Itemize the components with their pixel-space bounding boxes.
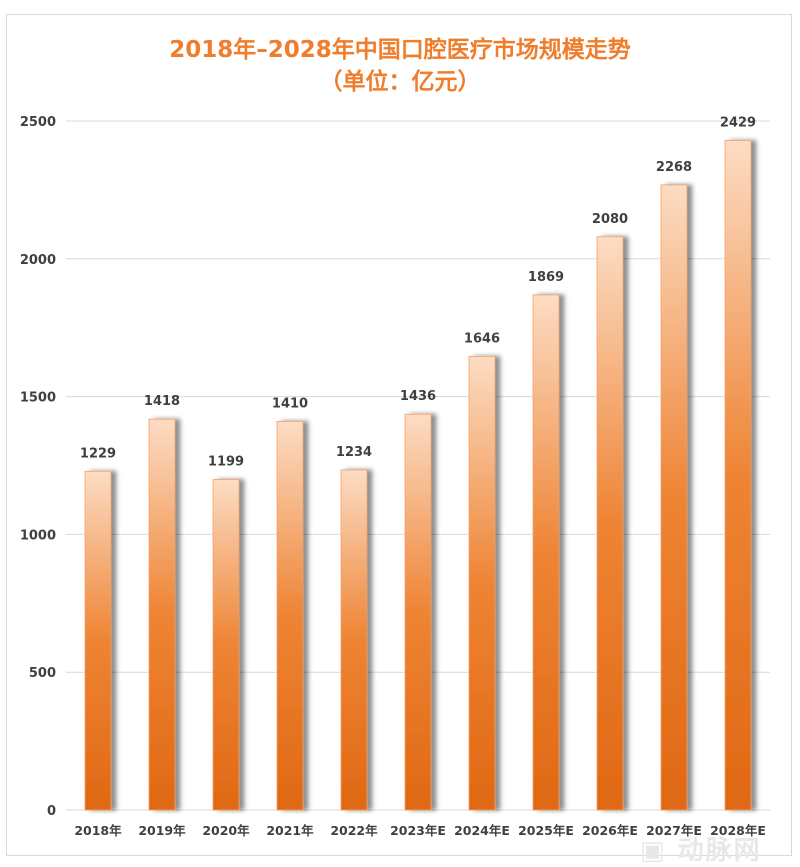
bar xyxy=(724,140,752,811)
bar xyxy=(84,470,112,811)
bar xyxy=(276,421,304,811)
x-tick-label: 2025年E xyxy=(518,823,574,838)
data-label: 1646 xyxy=(464,331,500,346)
chart-title: 2018年–2028年中国口腔医疗市场规模走势 xyxy=(169,37,631,63)
x-tick-label: 2026年E xyxy=(582,823,638,838)
x-tick-label: 2023年E xyxy=(390,823,446,838)
x-tick-label: 2018年 xyxy=(74,823,122,838)
x-tick-label: 2022年 xyxy=(330,823,378,838)
chart-subtitle: （单位：亿元） xyxy=(319,69,481,95)
x-tick-label: 2020年 xyxy=(202,823,250,838)
data-label: 1418 xyxy=(144,394,180,409)
data-label: 2429 xyxy=(720,116,756,131)
data-label: 1869 xyxy=(528,270,564,285)
y-tick-label: 1000 xyxy=(20,528,56,543)
x-tick-label: 2024年E xyxy=(454,823,510,838)
x-tick-label: 2019年 xyxy=(138,823,186,838)
chart-frame xyxy=(6,14,792,856)
bar xyxy=(212,479,240,811)
data-label: 2080 xyxy=(592,212,628,227)
x-tick-label: 2027年E xyxy=(646,823,702,838)
y-tick-label: 1500 xyxy=(20,391,56,406)
bar xyxy=(404,413,432,811)
bar xyxy=(532,294,560,811)
bar xyxy=(148,418,176,811)
data-label: 2268 xyxy=(656,160,692,175)
data-label: 1234 xyxy=(336,445,372,460)
data-label: 1410 xyxy=(272,396,308,411)
data-label: 1199 xyxy=(208,455,244,470)
x-tick-label: 2021年 xyxy=(266,823,314,838)
bar xyxy=(596,236,624,811)
y-tick-label: 2500 xyxy=(20,115,56,130)
watermark-logo: ▣ 动脉网 xyxy=(640,836,762,866)
x-tick-label: 2028年E xyxy=(710,823,766,838)
data-label: 1229 xyxy=(80,446,116,461)
y-tick-label: 2000 xyxy=(20,253,56,268)
data-label: 1436 xyxy=(400,389,436,404)
bar xyxy=(340,469,368,811)
y-tick-label: 500 xyxy=(29,666,56,681)
bar xyxy=(660,184,688,811)
bar xyxy=(468,355,496,811)
y-tick-label: 0 xyxy=(47,804,56,819)
